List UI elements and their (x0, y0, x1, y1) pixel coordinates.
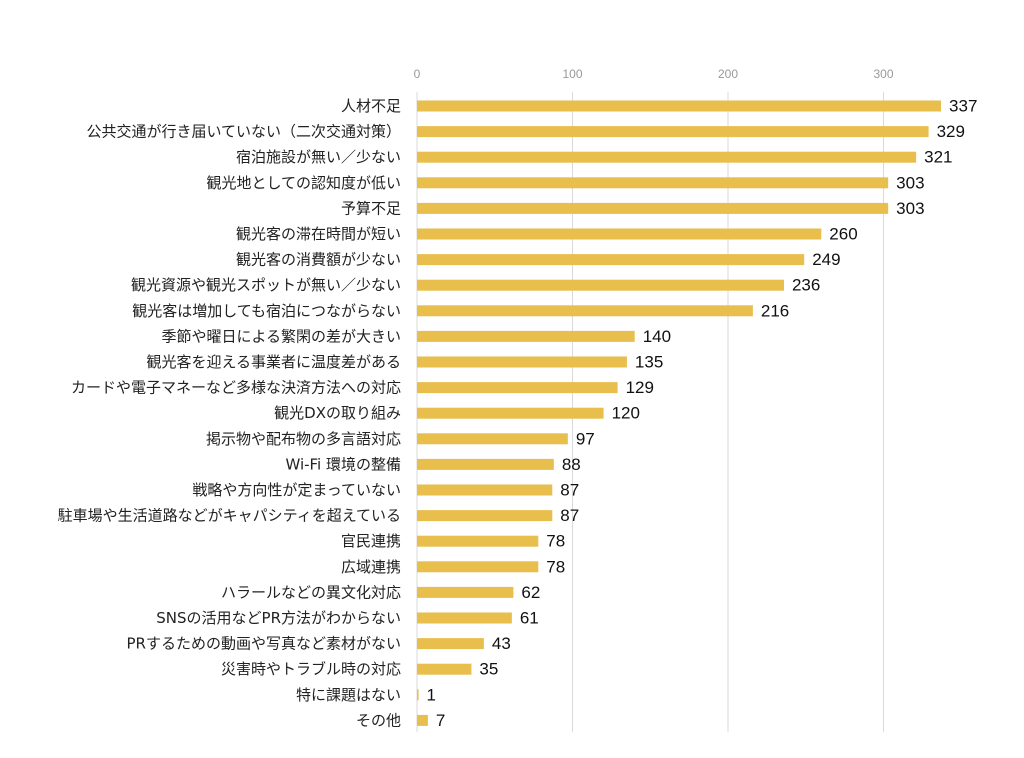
category-label: 戦略や方向性が定まっていない (192, 481, 401, 499)
bar (417, 586, 514, 598)
category-label: SNSの活用などPR方法がわからない (156, 609, 401, 627)
bar (417, 510, 553, 522)
value-label: 236 (792, 276, 820, 295)
bar (417, 689, 419, 701)
category-label: カードや電子マネーなど多様な決済方法への対応 (71, 379, 401, 397)
bar (417, 305, 753, 317)
bar (417, 612, 512, 624)
category-label: 予算不足 (341, 199, 401, 217)
category-label: PRするための動画や写真など素材がない (127, 635, 401, 653)
bar (417, 535, 539, 547)
value-label: 337 (949, 97, 977, 116)
category-label: 宿泊施設が無い／少ない (236, 148, 401, 166)
category-label: 災害時やトラブル時の対応 (221, 660, 401, 678)
value-label: 321 (924, 148, 952, 167)
category-label: 観光客は増加しても宿泊につながらない (132, 302, 401, 320)
value-label: 78 (546, 532, 565, 551)
x-tick-label: 100 (562, 67, 582, 81)
x-axis-ticks: 0 100 200 300 (414, 67, 894, 81)
value-label: 88 (562, 455, 581, 474)
value-label: 61 (520, 609, 539, 628)
bar (417, 638, 484, 650)
value-label: 303 (896, 199, 924, 218)
category-label: 人材不足 (341, 97, 401, 115)
category-label: 官民連携 (341, 532, 401, 550)
bar (417, 484, 553, 496)
value-label: 97 (576, 429, 595, 448)
x-tick-label: 300 (873, 67, 893, 81)
value-labels: 3373293213033032602492362161401351291209… (427, 97, 978, 730)
category-label: 観光DXの取り組み (274, 404, 401, 422)
bar (417, 561, 539, 573)
value-label: 216 (761, 301, 789, 320)
category-label: 掲示物や配布物の多言語対応 (206, 430, 401, 448)
value-label: 43 (492, 634, 511, 653)
bar (417, 254, 805, 266)
bar (417, 382, 618, 394)
bar (417, 433, 568, 445)
category-label: 特に課題はない (296, 686, 401, 704)
value-label: 78 (546, 557, 565, 576)
bar (417, 458, 554, 470)
bar (417, 356, 627, 368)
category-label: 広域連携 (341, 558, 401, 576)
category-label: 公共交通が行き届いていない（二次交通対策） (86, 123, 401, 141)
bar (417, 100, 942, 112)
value-label: 329 (937, 122, 965, 141)
category-label: 駐車場や生活道路などがキャパシティを超えている (58, 507, 401, 525)
bar (417, 714, 428, 726)
category-label: 観光客の消費額が少ない (236, 251, 401, 269)
x-tick-label: 200 (718, 67, 738, 81)
x-tick-label: 0 (414, 67, 421, 81)
bar (417, 151, 917, 163)
category-label: その他 (356, 711, 401, 729)
bars (417, 100, 942, 726)
bar (417, 126, 929, 138)
category-label: 季節や曜日による繁閑の差が大きい (161, 327, 401, 345)
category-label: ハラールなどの異文化対応 (221, 583, 401, 601)
value-label: 303 (896, 173, 924, 192)
category-label: 観光地としての認知度が低い (206, 174, 401, 192)
bar (417, 330, 635, 342)
value-label: 135 (635, 353, 663, 372)
value-label: 35 (479, 660, 498, 679)
value-label: 249 (812, 250, 840, 269)
bar (417, 407, 604, 419)
category-label: 観光客を迎える事業者に温度差がある (146, 353, 401, 371)
bar (417, 663, 472, 675)
category-label: 観光資源や観光スポットが無い／少ない (131, 276, 401, 294)
category-label: Wi-Fi 環境の整備 (285, 455, 401, 473)
value-label: 120 (612, 404, 640, 423)
value-label: 260 (829, 225, 857, 244)
value-label: 7 (436, 711, 445, 730)
bar (417, 279, 784, 291)
value-label: 129 (626, 378, 654, 397)
category-label: 観光客の滞在時間が短い (236, 225, 401, 243)
value-label: 1 (427, 685, 436, 704)
bar (417, 228, 822, 240)
bar (417, 202, 889, 214)
value-label: 87 (560, 506, 579, 525)
value-label: 62 (521, 583, 540, 602)
value-label: 87 (560, 481, 579, 500)
value-label: 140 (643, 327, 671, 346)
bar (417, 177, 889, 189)
